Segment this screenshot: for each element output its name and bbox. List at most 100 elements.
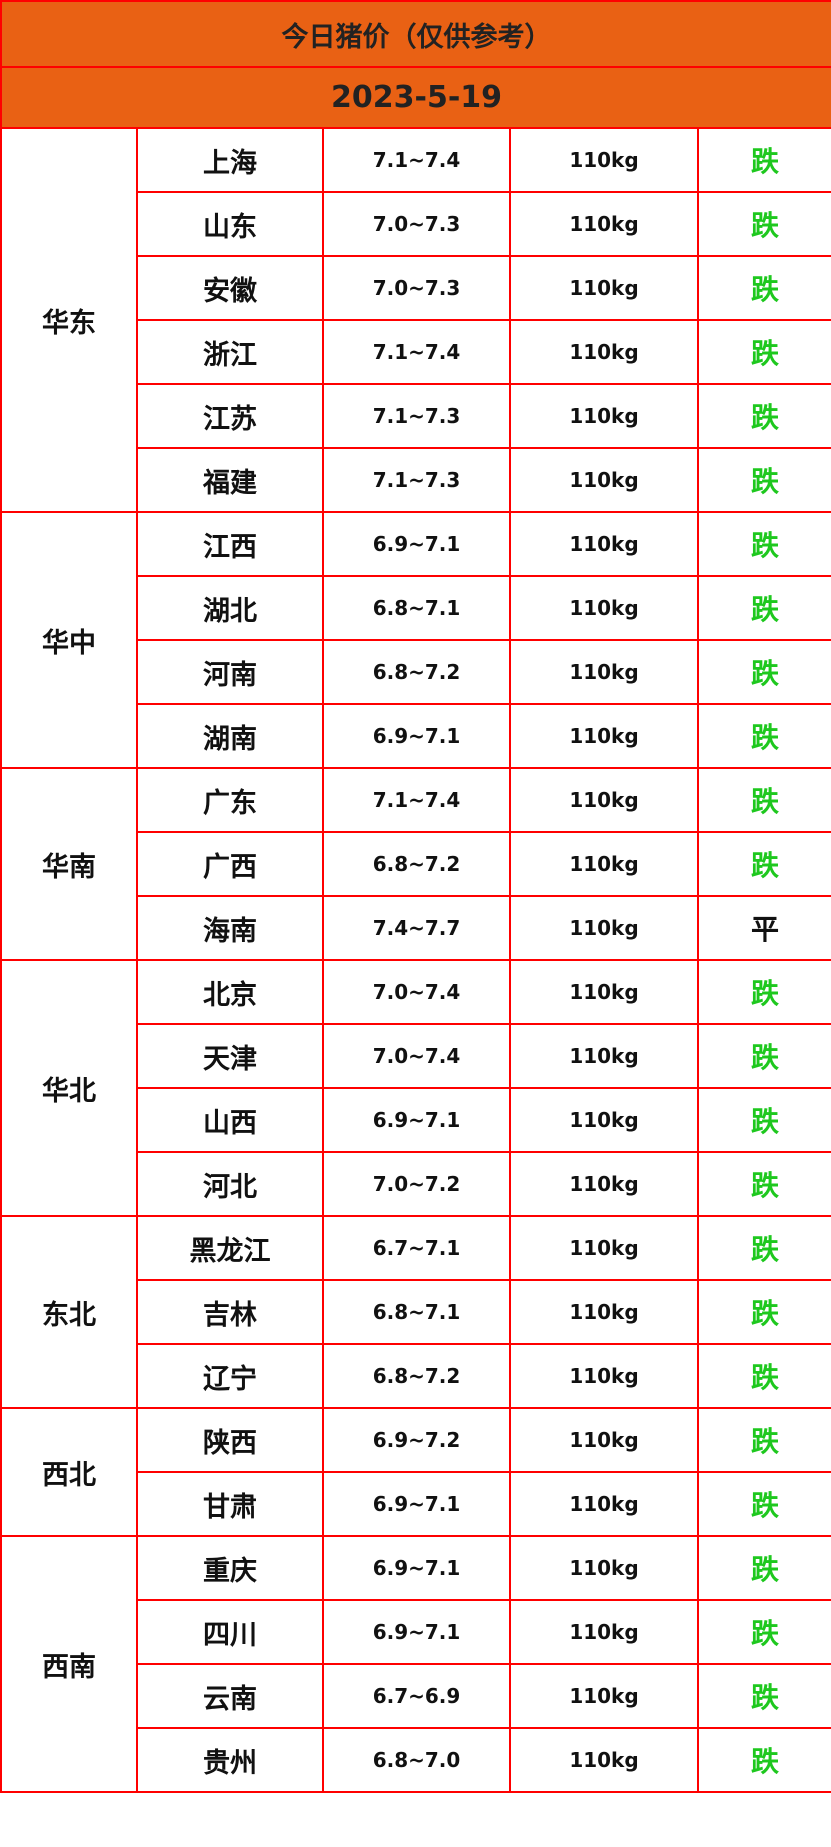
price-range-cell: 7.0~7.3 <box>322 255 511 321</box>
trend-cell: 跌 <box>696 1151 831 1217</box>
table-row: 福建 7.1~7.3 110kg 跌 <box>1 447 831 513</box>
weight-cell: 110kg <box>509 1279 699 1345</box>
price-range-cell: 7.0~7.4 <box>322 959 511 1025</box>
trend-cell: 跌 <box>696 1663 831 1729</box>
province-cell: 安徽 <box>136 255 324 321</box>
price-range-cell: 6.8~7.1 <box>322 575 511 641</box>
province-cell: 重庆 <box>136 1535 324 1601</box>
table-row: 甘肃 6.9~7.1 110kg 跌 <box>1 1471 831 1537</box>
price-range-cell: 7.1~7.3 <box>322 383 511 449</box>
price-range-cell: 6.8~7.2 <box>322 831 511 897</box>
table-date: 2023-5-19 <box>0 66 831 129</box>
table-row: 天津 7.0~7.4 110kg 跌 <box>1 1023 831 1089</box>
region-cell: 华中 <box>0 511 138 769</box>
price-range-cell: 7.1~7.4 <box>322 767 511 833</box>
table-row: 华南 广东 7.1~7.4 110kg 跌 <box>0 767 831 961</box>
trend-cell: 跌 <box>696 1023 831 1089</box>
pig-price-table: 今日猪价（仅供参考） 2023-5-19 华东 上海 7.1~7.4 110kg 跌山东… <box>0 0 831 1793</box>
weight-cell: 110kg <box>509 1087 699 1153</box>
weight-cell: 110kg <box>509 1407 699 1473</box>
trend-cell: 跌 <box>696 447 831 513</box>
price-range-cell: 7.0~7.3 <box>322 191 511 257</box>
table-title: 今日猪价（仅供参考） <box>0 0 831 68</box>
price-range-cell: 6.9~7.1 <box>322 511 511 577</box>
weight-cell: 110kg <box>509 1663 699 1729</box>
table-row: 华北 北京 7.0~7.4 110kg 跌 <box>0 959 831 1217</box>
trend-cell: 跌 <box>696 1535 831 1601</box>
date-row: 2023-5-19 <box>0 66 831 129</box>
province-cell: 湖南 <box>136 703 324 769</box>
province-cell: 吉林 <box>136 1279 324 1345</box>
trend-cell: 跌 <box>696 639 831 705</box>
table-row: 浙江 7.1~7.4 110kg 跌 <box>1 319 831 385</box>
table-row: 山西 6.9~7.1 110kg 跌 <box>1 1087 831 1153</box>
price-range-cell: 6.9~7.2 <box>322 1407 511 1473</box>
weight-cell: 110kg <box>509 1727 699 1793</box>
province-cell: 海南 <box>136 895 324 961</box>
table-row: 安徽 7.0~7.3 110kg 跌 <box>1 255 831 321</box>
province-cell: 河南 <box>136 639 324 705</box>
region-cell: 华东 <box>0 127 138 513</box>
trend-cell: 跌 <box>696 1599 831 1665</box>
table-row: 山东 7.0~7.3 110kg 跌 <box>1 191 831 257</box>
table-row: 西南 重庆 6.9~7.1 110kg 跌 <box>0 1535 831 1793</box>
trend-cell: 跌 <box>696 511 831 577</box>
province-cell: 贵州 <box>136 1727 324 1793</box>
weight-cell: 110kg <box>509 575 699 641</box>
weight-cell: 110kg <box>509 255 699 321</box>
price-range-cell: 7.1~7.3 <box>322 447 511 513</box>
title-row: 今日猪价（仅供参考） <box>0 0 831 68</box>
table-row: 河北 7.0~7.2 110kg 跌 <box>1 1151 831 1217</box>
weight-cell: 110kg <box>509 1471 699 1537</box>
province-cell: 江西 <box>136 511 324 577</box>
province-cell: 四川 <box>136 1599 324 1665</box>
trend-cell: 跌 <box>696 319 831 385</box>
province-cell: 云南 <box>136 1663 324 1729</box>
trend-cell: 跌 <box>696 127 831 193</box>
weight-cell: 110kg <box>509 767 699 833</box>
province-cell: 广西 <box>136 831 324 897</box>
weight-cell: 110kg <box>509 191 699 257</box>
table-row: 湖南 6.9~7.1 110kg 跌 <box>1 703 831 769</box>
price-range-cell: 7.4~7.7 <box>322 895 511 961</box>
trend-cell: 平 <box>696 895 831 961</box>
weight-cell: 110kg <box>509 127 699 193</box>
province-cell: 江苏 <box>136 383 324 449</box>
trend-cell: 跌 <box>696 1087 831 1153</box>
table-row: 华东 上海 7.1~7.4 110kg 跌 <box>0 127 831 513</box>
price-range-cell: 6.8~7.2 <box>322 1343 511 1409</box>
trend-cell: 跌 <box>696 1727 831 1793</box>
price-range-cell: 6.8~7.1 <box>322 1279 511 1345</box>
province-cell: 山东 <box>136 191 324 257</box>
price-range-cell: 6.7~7.1 <box>322 1215 511 1281</box>
price-range-cell: 6.9~7.1 <box>322 703 511 769</box>
weight-cell: 110kg <box>509 895 699 961</box>
price-range-cell: 7.0~7.4 <box>322 1023 511 1089</box>
region-cell: 西北 <box>0 1407 138 1537</box>
table-row: 吉林 6.8~7.1 110kg 跌 <box>1 1279 831 1345</box>
province-cell: 甘肃 <box>136 1471 324 1537</box>
table-row: 湖北 6.8~7.1 110kg 跌 <box>1 575 831 641</box>
province-cell: 广东 <box>136 767 324 833</box>
province-cell: 天津 <box>136 1023 324 1089</box>
price-range-cell: 7.0~7.2 <box>322 1151 511 1217</box>
price-range-cell: 6.8~7.2 <box>322 639 511 705</box>
trend-cell: 跌 <box>696 767 831 833</box>
province-cell: 山西 <box>136 1087 324 1153</box>
price-range-cell: 6.7~6.9 <box>322 1663 511 1729</box>
weight-cell: 110kg <box>509 831 699 897</box>
price-range-cell: 6.9~7.1 <box>322 1087 511 1153</box>
weight-cell: 110kg <box>509 1535 699 1601</box>
weight-cell: 110kg <box>509 1215 699 1281</box>
province-cell: 辽宁 <box>136 1343 324 1409</box>
weight-cell: 110kg <box>509 447 699 513</box>
trend-cell: 跌 <box>696 1215 831 1281</box>
price-range-cell: 6.8~7.0 <box>322 1727 511 1793</box>
weight-cell: 110kg <box>509 1343 699 1409</box>
weight-cell: 110kg <box>509 319 699 385</box>
region-cell: 华南 <box>0 767 138 961</box>
trend-cell: 跌 <box>696 255 831 321</box>
table-row: 西北 陕西 6.9~7.2 110kg 跌 <box>0 1407 831 1537</box>
province-cell: 上海 <box>136 127 324 193</box>
province-cell: 陕西 <box>136 1407 324 1473</box>
